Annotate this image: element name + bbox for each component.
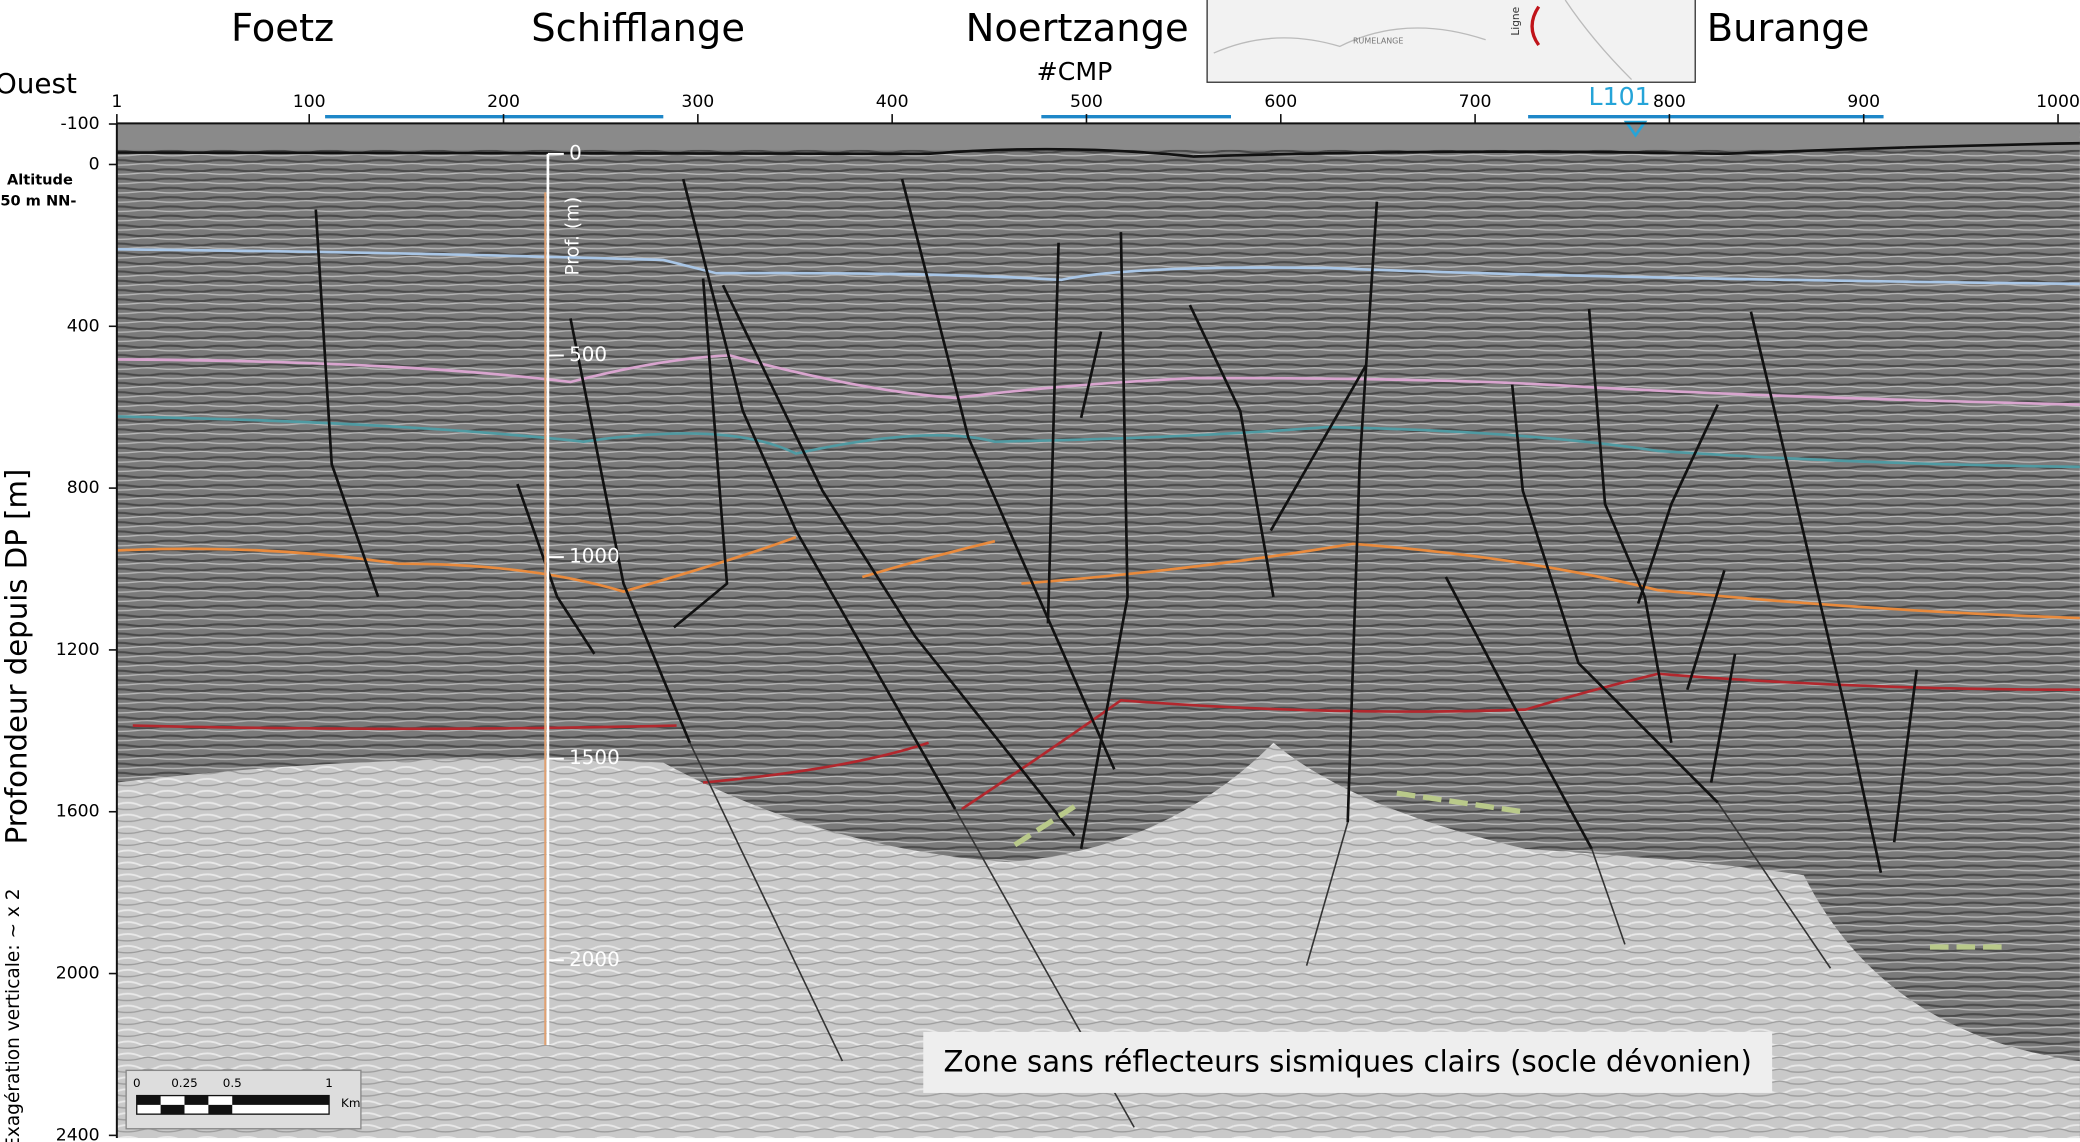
- x-tick-label: 700: [1459, 92, 1492, 112]
- scale-bar: 0 0.25 0.5 1 Km: [125, 1069, 362, 1130]
- x-tick-label: 400: [876, 92, 909, 112]
- inset-label: Ligne: [1509, 7, 1522, 36]
- west-label: Ouest: [0, 67, 77, 100]
- scale-label: 0.25: [171, 1076, 198, 1090]
- x-tick-label: 900: [1847, 92, 1880, 112]
- y-tick-label: 1600: [56, 802, 100, 822]
- x-tick-label: 500: [1070, 92, 1103, 112]
- x-tick-label: 100: [293, 92, 326, 112]
- altitude-label: Altitude: [7, 171, 73, 188]
- y-tick-label: 400: [67, 316, 100, 336]
- place-name: Noertzange: [966, 6, 1189, 51]
- scale-unit: Km: [341, 1096, 360, 1110]
- x-tick-label: 300: [681, 92, 714, 112]
- inner-tick-label: 2000: [569, 948, 620, 971]
- altitude-label: 250 m NN-: [0, 193, 76, 210]
- inner-tick-label: 500: [569, 343, 607, 366]
- scale-label: 0: [133, 1076, 141, 1090]
- inner-tick-label: 1000: [569, 545, 620, 568]
- zone-note-box: [923, 1031, 1773, 1093]
- x-tick-label: 1000: [2036, 92, 2080, 112]
- y-tick-label: 800: [67, 478, 100, 498]
- dashed-markers: [1013, 790, 2010, 950]
- place-name: Schifflange: [531, 6, 745, 51]
- y-tick-label: 0: [89, 154, 100, 174]
- zone-note: Zone sans réflecteurs sismiques clairs (…: [944, 1045, 1752, 1079]
- x-tick-label: 800: [1653, 92, 1686, 112]
- depth-axis-title: Profondeur depuis DP [m]: [0, 469, 34, 845]
- inset-label: RUMELANGE: [1353, 37, 1403, 46]
- map-inset: RUMELANGE Ligne: [1206, 0, 1696, 83]
- inner-scale-title: Prof. (m): [563, 197, 584, 276]
- x-tick-label: 200: [487, 92, 520, 112]
- exaggeration-note: Exagération verticale: ~ x 2: [3, 888, 24, 1142]
- place-name: Foetz: [231, 6, 334, 51]
- inner-tick-label: 1500: [569, 746, 620, 769]
- section: [116, 123, 2080, 1139]
- x-tick-label: 1: [111, 92, 122, 112]
- place-name: Burange: [1707, 6, 1870, 51]
- y-tick-label: 2400: [56, 1125, 100, 1142]
- scale-label: 1: [325, 1076, 333, 1090]
- y-tick-label: 1200: [56, 640, 100, 660]
- faults: [314, 178, 1919, 874]
- scale-label: 0.5: [223, 1076, 242, 1090]
- y-tick-label: -100: [60, 114, 99, 134]
- cmp-label: #CMP: [1037, 57, 1113, 86]
- x-tick-label: 600: [1264, 92, 1297, 112]
- inner-tick-label: 0: [569, 141, 582, 164]
- line-label: L101: [1589, 82, 1651, 111]
- y-tick-label: 2000: [56, 964, 100, 984]
- line-marker: [1623, 120, 1648, 138]
